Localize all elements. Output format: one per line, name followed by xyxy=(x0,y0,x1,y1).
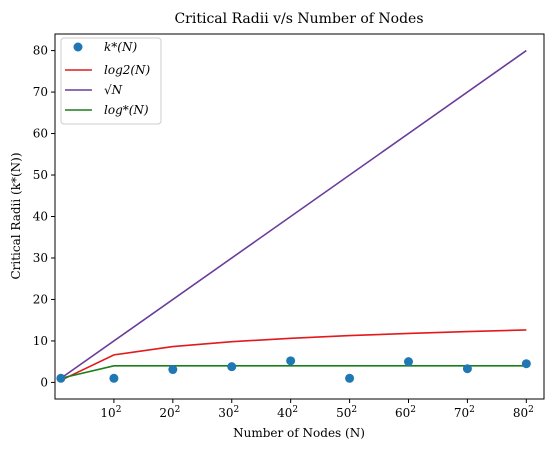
scatter-point xyxy=(462,364,472,374)
plot-area xyxy=(56,49,531,383)
legend-label: k*(N) xyxy=(104,40,137,54)
series-line-3 xyxy=(60,365,527,380)
x-tick-label: 102 xyxy=(100,405,121,420)
y-axis-label: Critical Radii (k*(N)) xyxy=(9,152,23,279)
scatter-point xyxy=(521,359,531,369)
y-tick-label: 30 xyxy=(33,251,48,265)
y-tick-label: 80 xyxy=(33,44,48,58)
legend-box xyxy=(60,37,162,125)
scatter-point xyxy=(168,365,178,375)
x-tick-label: 602 xyxy=(395,405,416,420)
y-tick-label: 20 xyxy=(33,292,48,306)
x-axis-ticks: 102 202 302 402 502 602 702 802 xyxy=(100,399,534,420)
scatter-point xyxy=(403,357,413,367)
x-tick-label: 202 xyxy=(159,405,180,420)
x-tick-label: 702 xyxy=(454,405,475,420)
y-tick-label: 10 xyxy=(33,334,48,348)
legend: k*(N) log2(N) √N log*(N) xyxy=(60,37,162,125)
series-line-1 xyxy=(60,329,527,382)
scatter-point xyxy=(56,373,66,383)
legend-label: √N xyxy=(104,83,123,97)
x-axis-label: Number of Nodes (N) xyxy=(233,426,365,440)
x-tick-label: 502 xyxy=(336,405,357,420)
y-axis-ticks: 0 10 20 30 40 50 60 70 80 xyxy=(33,44,55,389)
scatter-point xyxy=(227,362,237,372)
y-tick-label: 50 xyxy=(33,168,48,182)
x-tick-label: 802 xyxy=(513,405,534,420)
y-tick-label: 40 xyxy=(33,210,48,224)
x-tick-label: 302 xyxy=(218,405,239,420)
y-tick-label: 0 xyxy=(40,375,48,389)
series-line-2 xyxy=(60,49,527,379)
scatter-point xyxy=(109,373,119,383)
legend-marker-scatter xyxy=(73,42,83,52)
legend-label: log*(N) xyxy=(104,103,149,117)
legend-label: log2(N) xyxy=(104,63,151,77)
scatter-point xyxy=(286,356,296,366)
y-tick-label: 60 xyxy=(33,127,48,141)
x-tick-label: 402 xyxy=(277,405,298,420)
chart-title: Critical Radii v/s Number of Nodes xyxy=(174,11,423,27)
scatter-point xyxy=(345,373,355,383)
y-tick-label: 70 xyxy=(33,85,48,99)
